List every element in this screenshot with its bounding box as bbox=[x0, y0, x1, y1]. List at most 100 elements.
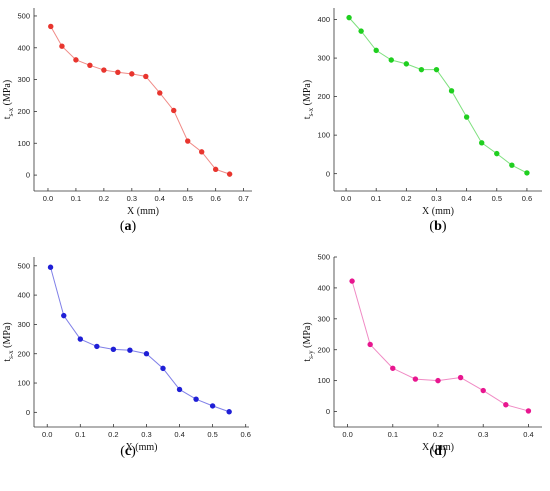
panel-caption: (b) bbox=[429, 219, 446, 234]
data-point bbox=[503, 402, 509, 408]
data-point bbox=[77, 336, 84, 342]
y-tick-label: 300 bbox=[317, 54, 330, 63]
data-point bbox=[176, 386, 183, 393]
x-tick-label: 0.3 bbox=[478, 430, 488, 439]
y-tick-label: 200 bbox=[317, 345, 330, 354]
x-tick-label: 0.5 bbox=[492, 194, 502, 203]
y-axis-title: ts-x (MPa) bbox=[2, 80, 15, 119]
data-point bbox=[198, 149, 205, 155]
y-tick-label: 400 bbox=[317, 15, 330, 24]
data-point bbox=[59, 43, 65, 49]
x-tick-label: 0.1 bbox=[71, 194, 81, 203]
data-point bbox=[47, 264, 54, 270]
x-tick-label: 0.2 bbox=[108, 430, 118, 439]
x-tick-label: 0.1 bbox=[388, 430, 398, 439]
x-tick-label: 0.2 bbox=[433, 430, 443, 439]
y-axis-title: ts-x (MPa) bbox=[2, 322, 15, 361]
x-tick-label: 0.7 bbox=[238, 194, 248, 203]
x-axis-title: X (mm) bbox=[422, 206, 454, 217]
y-tick-label: 200 bbox=[317, 92, 330, 101]
x-axis-title: X (mm) bbox=[422, 442, 454, 453]
y-tick-label: 300 bbox=[17, 320, 30, 329]
x-tick-label: 0.5 bbox=[207, 430, 217, 439]
data-point bbox=[346, 14, 352, 21]
y-tick-label: 100 bbox=[17, 379, 30, 388]
data-point bbox=[127, 347, 133, 353]
data-point bbox=[494, 150, 500, 157]
data-point bbox=[388, 57, 394, 63]
x-tick-label: 0.6 bbox=[240, 430, 250, 439]
data-point bbox=[367, 341, 373, 348]
data-point bbox=[212, 166, 219, 173]
x-tick-label: 0.4 bbox=[155, 194, 165, 203]
data-point bbox=[418, 66, 425, 73]
data-point bbox=[479, 140, 485, 146]
data-point bbox=[48, 23, 54, 30]
data-point bbox=[143, 73, 149, 80]
y-tick-label: 400 bbox=[17, 43, 30, 52]
y-axis-title: ts-y (MPa) bbox=[302, 322, 315, 361]
x-axis-title: X (mm) bbox=[126, 442, 158, 453]
data-point bbox=[509, 162, 515, 168]
data-point bbox=[448, 88, 455, 94]
data-point bbox=[110, 346, 117, 353]
panel-caption: (a) bbox=[120, 219, 137, 234]
y-tick-label: 500 bbox=[17, 12, 30, 21]
y-axis-title: ts-x (MPa) bbox=[302, 80, 315, 119]
chart-panel-s-x-3: 0 100 200 300 400 500 0.0 0.1 0.2 0.3 0.4 0.5 0.6 X (… bbox=[2, 257, 251, 453]
data-point bbox=[463, 114, 470, 120]
y-tick-label: 400 bbox=[17, 291, 30, 300]
data-point bbox=[160, 365, 166, 372]
data-point bbox=[61, 312, 67, 319]
series-line bbox=[351, 280, 529, 412]
data-point bbox=[412, 376, 419, 382]
y-tick-label: 200 bbox=[17, 107, 30, 116]
x-tick-label: 0.2 bbox=[99, 194, 109, 203]
data-point bbox=[94, 343, 100, 350]
x-tick-label: 0.5 bbox=[182, 194, 192, 203]
chart-panel-s-x-2: 0 100 200 300 400 0.0 0.1 0.2 0.3 0.4 0.5 0.6 X (mm)… bbox=[302, 8, 542, 217]
y-tick-label: 100 bbox=[17, 139, 30, 148]
y-tick-label: 100 bbox=[317, 376, 330, 385]
x-tick-label: 0.0 bbox=[43, 194, 53, 203]
data-point bbox=[226, 409, 232, 415]
x-tick-label: 0.3 bbox=[127, 194, 137, 203]
x-tick-label: 0.2 bbox=[401, 194, 411, 203]
y-tick-label: 100 bbox=[317, 131, 330, 140]
data-point bbox=[129, 71, 135, 77]
y-tick-label: 0 bbox=[326, 407, 330, 416]
data-point bbox=[525, 408, 532, 414]
panel-caption: (d) bbox=[429, 444, 446, 459]
x-tick-label: 0.4 bbox=[461, 194, 471, 203]
data-point bbox=[524, 170, 530, 176]
chart-panel-s-y-4: 0 100 200 300 400 500 0.0 0.1 0.2 0.3 0.4 X (mm) ts-… bbox=[302, 253, 542, 453]
x-tick-label: 0.0 bbox=[342, 430, 352, 439]
x-tick-label: 0.4 bbox=[174, 430, 184, 439]
y-tick-label: 0 bbox=[26, 171, 30, 180]
x-tick-label: 0.0 bbox=[42, 430, 52, 439]
x-tick-label: 0.1 bbox=[371, 194, 381, 203]
panel-caption: (c) bbox=[120, 444, 136, 459]
series-line bbox=[348, 17, 528, 174]
data-point bbox=[101, 67, 107, 73]
data-point bbox=[209, 403, 216, 409]
x-tick-label: 0.4 bbox=[523, 430, 533, 439]
data-point bbox=[390, 365, 396, 371]
y-tick-label: 500 bbox=[317, 253, 330, 262]
data-point bbox=[358, 28, 364, 34]
data-point bbox=[435, 377, 441, 384]
data-point bbox=[457, 374, 464, 381]
data-point bbox=[115, 69, 121, 75]
data-point bbox=[433, 66, 440, 73]
y-tick-label: 0 bbox=[326, 169, 330, 178]
x-axis-title: X (mm) bbox=[127, 206, 159, 217]
data-point bbox=[143, 351, 150, 357]
data-point bbox=[73, 57, 79, 63]
data-point bbox=[349, 278, 355, 284]
x-tick-label: 0.6 bbox=[522, 194, 532, 203]
data-point bbox=[403, 61, 410, 67]
series-line bbox=[50, 267, 230, 413]
y-tick-label: 400 bbox=[317, 284, 330, 293]
y-tick-label: 200 bbox=[17, 349, 30, 358]
